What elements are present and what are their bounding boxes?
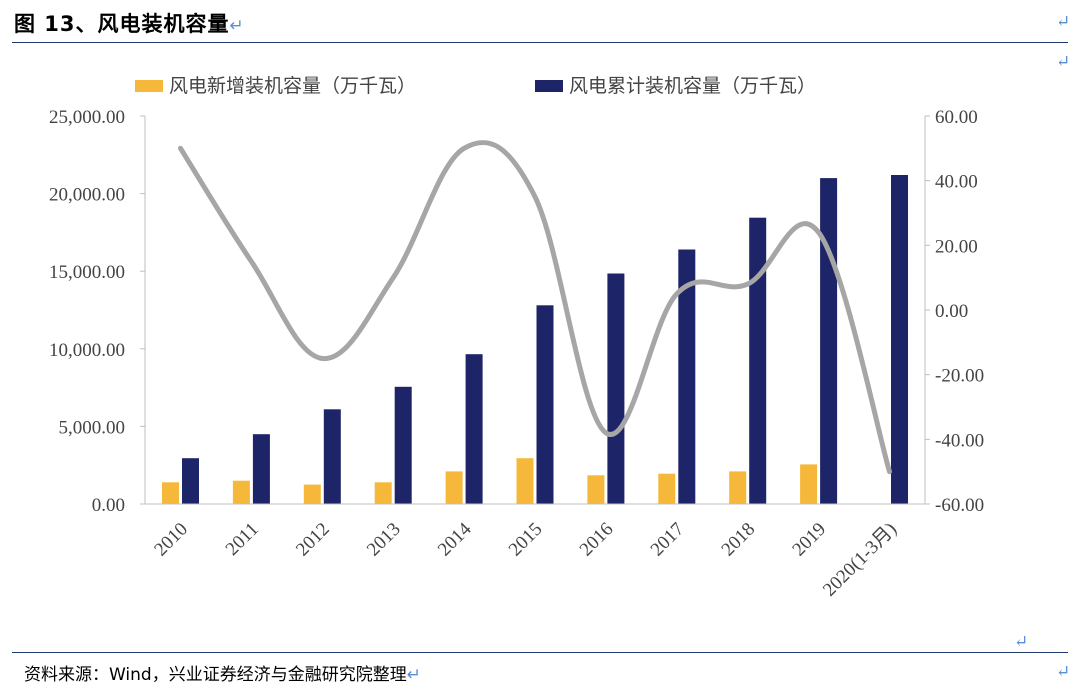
x-tick-label: 2013 xyxy=(363,519,405,561)
left-tick-label: 10,000.00 xyxy=(49,340,125,361)
line-series xyxy=(178,140,892,475)
x-tick-label: 2019 xyxy=(788,519,830,561)
right-axis: 60.00 40.00 20.00 0.00 -20.00 -40.00 -60.00 xyxy=(924,107,984,516)
x-tick-label: 2010 xyxy=(150,519,192,561)
return-mark-icon: ↵ xyxy=(1014,632,1029,652)
bar-new-capacity xyxy=(729,471,747,504)
left-axis: 25,000.00 20,000.00 15,000.00 10,000.00 5,00… xyxy=(49,107,146,516)
right-tick-label: 0.00 xyxy=(935,301,968,322)
bar-cumulative-capacity xyxy=(394,386,412,504)
source-rule xyxy=(12,652,1068,653)
return-mark-icon: ↵ xyxy=(229,16,245,36)
bar-new-capacity xyxy=(445,471,463,504)
bar-new-capacity xyxy=(162,482,179,504)
bar-cumulative-capacity xyxy=(323,409,341,504)
x-tick-label: 2017 xyxy=(647,519,689,561)
left-tick-label: 15,000.00 xyxy=(49,262,125,283)
bar-new-capacity xyxy=(374,482,392,504)
legend-swatch xyxy=(135,80,163,92)
bar-cumulative-capacity xyxy=(252,434,270,504)
left-tick-label: 5,000.00 xyxy=(59,417,126,438)
bar-new-capacity xyxy=(658,473,676,504)
bar-cumulative-capacity xyxy=(465,354,483,504)
x-axis: 2010 2011 2012 2013 2014 2015 2016 2017 2018 2019… xyxy=(145,503,925,601)
return-mark-icon: ↵ xyxy=(1056,662,1071,682)
bar-cumulative-capacity xyxy=(891,175,908,504)
bar-cumulative-capacity xyxy=(678,249,696,504)
growth-rate-line xyxy=(178,140,892,475)
x-tick-label: 2016 xyxy=(576,519,618,561)
x-tick-label: 2018 xyxy=(718,519,760,561)
left-tick-label: 0.00 xyxy=(92,495,125,516)
right-tick-label: 20.00 xyxy=(935,236,978,257)
right-tick-label: 60.00 xyxy=(935,107,978,128)
bars xyxy=(162,175,908,504)
figure-title: 图 13、风电装机容量↵ xyxy=(14,12,245,36)
bar-cumulative-capacity xyxy=(607,273,625,504)
right-tick-label: 40.00 xyxy=(935,172,978,193)
title-rule xyxy=(12,42,1068,43)
return-mark-icon: ↵ xyxy=(1056,52,1071,72)
x-tick-label: 2011 xyxy=(222,519,263,560)
legend: 风电新增装机容量（万千瓦） 风电累计装机容量（万千瓦） xyxy=(135,75,816,97)
legend-label: 风电新增装机容量（万千瓦） xyxy=(169,75,416,97)
x-tick-label: 2015 xyxy=(505,519,547,561)
bar-cumulative-capacity xyxy=(536,305,554,504)
left-tick-label: 20,000.00 xyxy=(49,185,125,206)
x-tick-label: 2020(1-3月) xyxy=(819,519,901,601)
legend-label: 风电累计装机容量（万千瓦） xyxy=(569,75,816,97)
bar-cumulative-capacity xyxy=(749,217,767,504)
bar-new-capacity xyxy=(232,480,250,504)
left-tick-label: 25,000.00 xyxy=(49,107,125,128)
legend-swatch xyxy=(535,80,563,92)
bar-new-capacity xyxy=(516,458,534,504)
bar-new-capacity xyxy=(303,484,321,504)
right-tick-label: -40.00 xyxy=(935,430,984,451)
bar-cumulative-capacity xyxy=(820,178,838,504)
x-tick-label: 2012 xyxy=(292,519,334,561)
right-tick-label: -20.00 xyxy=(935,366,984,387)
return-mark-icon: ↵ xyxy=(1056,12,1071,32)
source-note: 资料来源：Wind，兴业证券经济与金融研究院整理↵ xyxy=(24,665,421,685)
bar-new-capacity xyxy=(800,464,818,504)
bar-cumulative-capacity xyxy=(182,458,199,504)
right-tick-label: -60.00 xyxy=(935,495,984,516)
bar-new-capacity xyxy=(587,475,605,504)
x-tick-label: 2014 xyxy=(434,518,476,560)
return-mark-icon: ↵ xyxy=(406,665,421,685)
